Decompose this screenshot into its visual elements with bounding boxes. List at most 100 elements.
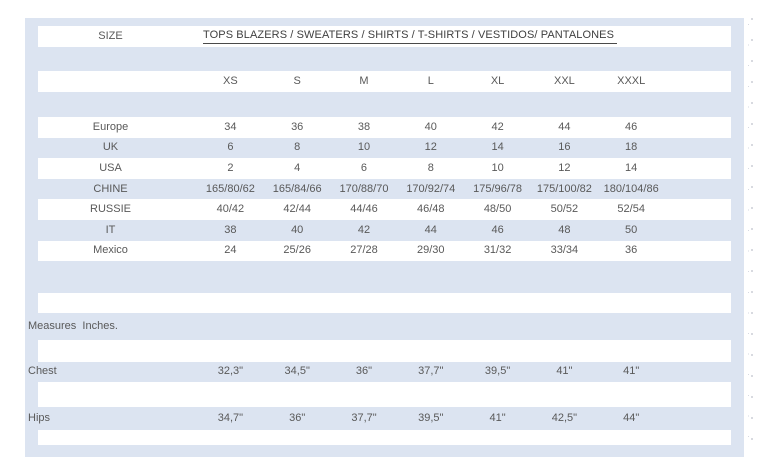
size-value-cell: 50 (625, 223, 638, 236)
region-label: UK (102, 141, 119, 154)
size-value-cell: 25/26 (283, 244, 311, 257)
size-value-cell: 40/42 (216, 203, 245, 216)
table-row-chest: Chest 32,3" 34,5" 36" 37,7" 39,5" 41" 41… (28, 362, 731, 382)
size-value-cell: 6 (227, 141, 234, 154)
size-value-cell: 170/88/70 (339, 182, 389, 195)
table-row-usa: USA 2 4 6 8 10 12 14 (38, 158, 731, 179)
size-value-cell: 48 (558, 223, 571, 236)
size-value-cell: 42 (357, 223, 371, 236)
size-value-cell: 165/80/62 (205, 182, 255, 195)
measure-value-cell: 34,5" (284, 365, 310, 378)
size-value-cell: 170/92/74 (406, 182, 456, 195)
size-column-header: M (359, 75, 369, 87)
size-value-cell: 16 (558, 141, 571, 154)
table-row-russie: RUSSIE 40/42 42/44 44/46 46/48 48/50 50/… (38, 199, 731, 220)
region-label: Europe (92, 120, 129, 133)
empty-row (38, 339, 731, 362)
empty-row (38, 381, 731, 407)
spacer-band (25, 92, 744, 117)
size-value-cell: 2 (227, 161, 234, 174)
size-value-cell: 44 (558, 120, 571, 133)
measure-label: Chest (28, 365, 57, 378)
size-column-header: XL (490, 75, 505, 87)
size-value-cell: 46 (625, 120, 638, 133)
empty-row (38, 292, 731, 313)
measure-label: Hips (28, 411, 51, 424)
top-margin-band (25, 18, 744, 26)
size-value-cell: 48/50 (483, 203, 512, 216)
region-label: RUSSIE (90, 203, 131, 216)
size-column-header: L (427, 75, 434, 87)
measure-value-cell: 42,5" (551, 411, 578, 424)
size-value-cell: 34 (224, 120, 237, 133)
size-value-cell: 10 (357, 141, 371, 154)
size-value-cell: 46 (491, 223, 504, 236)
measure-value-cell: 41" (556, 365, 573, 378)
size-value-cell: 38 (357, 120, 371, 133)
measure-value-cell: 41" (489, 411, 506, 424)
size-value-cell: 44/46 (350, 203, 378, 216)
region-label: USA (99, 161, 122, 174)
region-label: Mexico (93, 244, 128, 257)
size-value-cell: 175/96/78 (473, 182, 523, 195)
region-label: IT (105, 223, 116, 236)
measure-value-cell: 39,5" (484, 365, 511, 378)
size-value-cell: 42 (491, 120, 504, 133)
size-column-header: S (293, 75, 301, 87)
region-label: CHINE (93, 182, 128, 195)
size-value-cell: 10 (491, 161, 504, 174)
size-column-header: XXXL (617, 75, 646, 87)
table-header-row: SIZE TOPS BLAZERS / SWEATERS / SHIRTS / … (38, 26, 731, 47)
table-row-mexico: Mexico 24 25/26 27/28 29/30 31/32 33/34 … (38, 240, 731, 262)
size-value-cell: 36 (291, 120, 304, 133)
size-value-cell: 18 (625, 141, 638, 154)
title-cell: TOPS BLAZERS / SWEATERS / SHIRTS / T-SHI… (197, 29, 665, 44)
size-column-header: XXL (553, 75, 575, 87)
size-value-cell: 6 (360, 161, 368, 174)
table-row-chine: CHINE 165/80/62 165/84/66 170/88/70 170/… (38, 179, 731, 200)
measure-value-cell: 32,3" (217, 365, 244, 378)
table-row-europe: Europe 34 36 38 40 42 44 46 (38, 117, 731, 138)
size-value-cell: 175/100/82 (536, 182, 592, 195)
measures-section-label: Measures Inches. (28, 319, 118, 332)
size-value-cell: 180/104/86 (603, 182, 659, 195)
size-value-cell: 12 (424, 141, 437, 154)
empty-row (38, 429, 731, 445)
measure-value-cell: 36" (355, 365, 373, 378)
spacer-band (25, 47, 744, 71)
size-value-cell: 14 (625, 161, 638, 174)
size-value-cell: 8 (294, 141, 301, 154)
size-value-cell: 31/32 (483, 244, 512, 257)
size-value-cell: 4 (294, 161, 301, 174)
measure-value-cell: 34,7" (217, 411, 244, 424)
gridline-corner-dots (748, 24, 749, 454)
measure-value-cell: 44" (623, 411, 640, 424)
measure-value-cell: 41" (623, 365, 640, 378)
size-value-cell: 46/48 (417, 203, 445, 216)
size-value-cell: 42/44 (283, 203, 311, 216)
size-value-cell: 40 (291, 223, 304, 236)
size-value-cell: 27/28 (350, 244, 378, 257)
page-break-dashes (751, 18, 753, 457)
size-value-cell: 24 (224, 244, 237, 257)
measures-section-row: Measures Inches. (28, 313, 731, 340)
size-value-cell: 14 (491, 141, 504, 154)
size-value-cell: 52/54 (617, 203, 645, 216)
table-row-it: IT 38 40 42 44 46 48 50 (38, 220, 731, 241)
size-column-header: XS (223, 75, 238, 87)
size-value-cell: 38 (224, 223, 237, 236)
spacer-band (25, 261, 744, 293)
size-chart-panel: SIZE TOPS BLAZERS / SWEATERS / SHIRTS / … (25, 18, 744, 457)
size-value-cell: 12 (558, 161, 571, 174)
bottom-margin-band (25, 445, 744, 457)
size-value-cell: 8 (427, 161, 434, 174)
size-header-label: SIZE (98, 30, 123, 42)
measure-value-cell: 37,7" (418, 365, 444, 378)
size-value-cell: 165/84/66 (272, 182, 322, 195)
size-value-cell: 29/30 (417, 244, 445, 257)
table-row-hips: Hips 34,7" 36" 37,7" 39,5" 41" 42,5" 44" (28, 407, 731, 430)
size-value-cell: 40 (424, 120, 437, 133)
size-value-cell: 44 (424, 223, 437, 236)
size-value-cell: 33/34 (550, 244, 579, 257)
